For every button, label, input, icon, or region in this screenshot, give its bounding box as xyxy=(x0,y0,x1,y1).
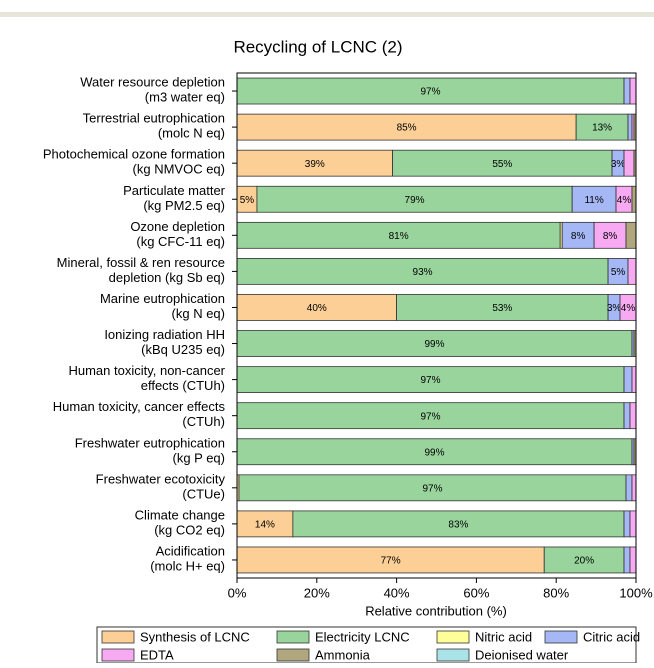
bar-segment xyxy=(623,366,633,393)
legend-swatch xyxy=(276,648,310,662)
legend-label: Synthesis of LCNC xyxy=(140,629,250,644)
data-label: 4% xyxy=(621,303,636,314)
bar-segment xyxy=(236,402,625,430)
data-label: 77% xyxy=(381,556,401,567)
legend-label: Nitric acid xyxy=(475,629,532,644)
legend-label: Deionised water xyxy=(475,647,569,662)
data-label: 81% xyxy=(389,231,409,242)
data-label: 97% xyxy=(421,411,441,422)
data-label: 85% xyxy=(397,123,417,134)
bar-segment xyxy=(625,221,637,249)
x-tick-label: 0% xyxy=(228,585,247,600)
bar-segment xyxy=(623,77,631,105)
bar-segment xyxy=(236,149,394,177)
bar-segment xyxy=(631,474,637,502)
y-tick-label: Mineral, fossil & ren resource depletion … xyxy=(57,255,225,285)
bar-segment xyxy=(236,258,609,285)
data-label: 55% xyxy=(492,159,512,170)
bar-segment xyxy=(593,221,627,249)
header-rule xyxy=(0,12,654,17)
legend-swatch xyxy=(544,630,578,644)
bar-segment xyxy=(238,474,627,502)
x-tick-label: 40% xyxy=(384,585,410,600)
y-tick-label: Water resource depletion (m3 water eq) xyxy=(80,75,225,105)
plot-frame xyxy=(236,72,637,579)
x-axis-label: Relative contribution (%) xyxy=(365,603,507,618)
data-label: 97% xyxy=(421,87,441,98)
bar-segment xyxy=(629,77,637,105)
bar-segment xyxy=(236,330,633,357)
bar-segment xyxy=(629,546,637,574)
data-label: 5% xyxy=(611,267,626,278)
y-tick-label: Ionizing radiation HH (kBq U235 eq) xyxy=(104,327,225,357)
bar-segment xyxy=(623,149,635,177)
legend-swatch xyxy=(101,630,135,644)
data-label: 3% xyxy=(607,303,622,314)
legend-label: Ammonia xyxy=(315,647,371,662)
y-tick-label: Marine eutrophication (kg N eq) xyxy=(100,291,225,321)
data-label: 5% xyxy=(240,195,255,206)
bar-segment xyxy=(292,510,625,538)
legend-label: EDTA xyxy=(140,647,174,662)
bar-segment xyxy=(625,474,633,502)
y-tick-label: Freshwater ecotoxicity (CTUe) xyxy=(96,472,226,502)
x-tick-label: 80% xyxy=(543,585,569,600)
y-tick-label: Photochemical ozone formation (kg NMVOC e… xyxy=(43,147,225,177)
bar-segment xyxy=(236,294,398,321)
y-tick-label: Acidification (molc H+ eq) xyxy=(150,544,225,574)
legend-swatch xyxy=(436,630,470,644)
y-tick-label: Human toxicity, non-cancer effects (CTUh) xyxy=(68,364,225,394)
bar-segment xyxy=(236,221,561,249)
bar-segment xyxy=(629,510,637,538)
bar-segment xyxy=(236,77,625,105)
x-tick-label: 60% xyxy=(463,585,489,600)
data-label: 99% xyxy=(424,339,444,350)
data-label: 97% xyxy=(423,483,443,494)
y-tick-label: Ozone depletion (kg CFC-11 eq) xyxy=(130,219,225,249)
data-label: 79% xyxy=(405,195,425,206)
data-label: 8% xyxy=(571,231,586,242)
data-label: 4% xyxy=(617,195,632,206)
legend-label: Citric acid xyxy=(583,629,640,644)
bar-segment xyxy=(627,258,637,285)
legend-label: Electricity LCNC xyxy=(315,629,410,644)
legend-swatch xyxy=(436,648,470,662)
y-tick-label: Particulate matter (kg PM2.5 eq) xyxy=(123,183,226,213)
data-label: 97% xyxy=(421,375,441,386)
legend-swatch xyxy=(276,630,310,644)
legend-swatch xyxy=(101,648,135,662)
chart-title: Recycling of LCNC (2) xyxy=(233,37,402,56)
bar-segment xyxy=(631,366,637,393)
bar-segment xyxy=(561,221,595,249)
bar-segment xyxy=(627,113,633,141)
x-tick-label: 20% xyxy=(304,585,330,600)
bar-segment xyxy=(575,113,629,141)
data-label: 53% xyxy=(492,303,512,314)
bar-segment xyxy=(623,510,631,538)
data-label: 40% xyxy=(307,303,327,314)
data-label: 93% xyxy=(413,267,433,278)
bar-segment xyxy=(256,185,573,213)
x-tick-label: 100% xyxy=(619,585,653,600)
data-label: 14% xyxy=(255,520,275,531)
y-tick-label: Human toxicity, cancer effects (CTUh) xyxy=(53,400,226,430)
bar-segment xyxy=(631,185,637,213)
data-label: 11% xyxy=(584,195,603,206)
bar-segment xyxy=(629,402,637,430)
data-label: 83% xyxy=(448,520,468,531)
y-tick-label: Climate change (kg CO2 eq) xyxy=(135,508,225,538)
bar-segment xyxy=(623,402,631,430)
data-label: 3% xyxy=(611,159,626,170)
y-tick-label: Freshwater eutrophication (kg P eq) xyxy=(75,436,225,466)
y-tick-label: Terrestrial eutrophication (molc N eq) xyxy=(83,111,225,141)
bar-segment xyxy=(392,149,613,177)
data-label: 99% xyxy=(424,447,444,458)
data-label: 39% xyxy=(305,159,325,170)
data-label: 20% xyxy=(574,556,594,567)
data-label: 8% xyxy=(603,231,618,242)
bar-segment xyxy=(543,546,625,574)
bar-segment xyxy=(623,546,631,574)
data-label: 13% xyxy=(592,123,612,134)
